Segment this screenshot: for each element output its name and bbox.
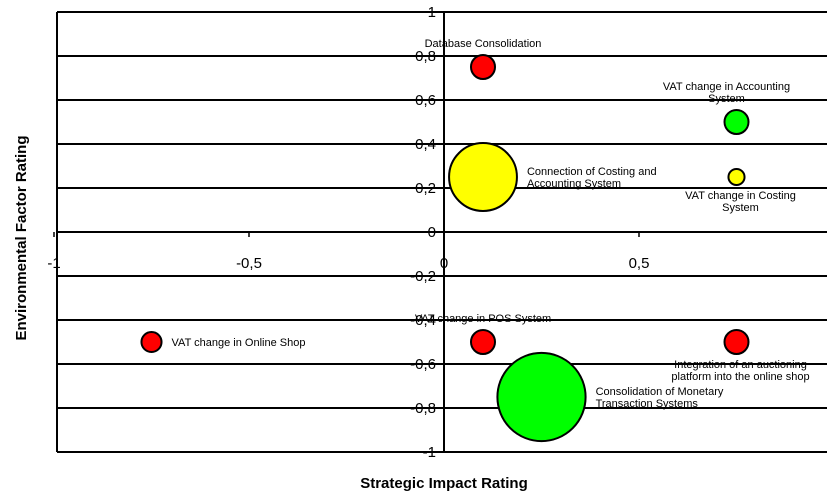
- bubble-label: VAT change in Costing System: [685, 190, 796, 214]
- y-tick-label: 0: [428, 224, 436, 241]
- bubble-label-line: Accounting System: [527, 178, 621, 190]
- y-tick-label: 0,6: [415, 92, 436, 109]
- bubble-label-line: Connection of Costing and: [527, 166, 657, 178]
- bubble-label-line: VAT change in POS System: [415, 313, 551, 325]
- bubble-label: VAT change in Accounting System: [663, 81, 790, 105]
- bubble-label-line: System: [708, 93, 745, 105]
- x-tick-label: -1: [47, 255, 60, 272]
- bubble-label-line: VAT change in Accounting: [663, 81, 790, 93]
- bubble: [723, 329, 750, 355]
- bubble: [723, 109, 750, 135]
- y-tick-label: 0,2: [415, 180, 436, 197]
- bubble-label-line: Database Consolidation: [425, 38, 542, 50]
- bubble-label-line: Transaction Systems: [596, 398, 699, 410]
- bubble: [140, 330, 163, 354]
- x-axis-title: Strategic Impact Rating: [360, 475, 528, 492]
- x-tick-label: -0,5: [236, 255, 262, 272]
- bubble: [448, 142, 518, 212]
- bubble: [727, 167, 746, 187]
- bubble-label: VAT change in POS System: [415, 313, 551, 325]
- y-axis-title: Environmental Factor Rating: [13, 135, 30, 340]
- bubble-label: VAT change in Online Shop: [172, 337, 306, 349]
- axes: [53, 11, 827, 453]
- y-tick-label: -0,6: [410, 356, 436, 373]
- x-tick-label: 0,5: [629, 255, 650, 272]
- bubble-labels: Database Consolidation VAT change in Acco…: [172, 38, 810, 410]
- y-tick-label: 0,4: [415, 136, 436, 153]
- tick-labels: 10,80,60,40,20-0,2-0,4-0,6-0,8-1-1 -0,5 0 0…: [47, 4, 649, 461]
- y-tick-label: -0,8: [410, 400, 436, 417]
- bubble-label-line: Consolidation of Monetary: [596, 386, 724, 398]
- y-tick-label: 1: [428, 4, 436, 21]
- y-tick-label: -0,2: [410, 268, 436, 285]
- bubble-label-line: VAT change in Costing: [685, 190, 796, 202]
- bubble-label-line: Integration of an auctioning: [674, 359, 807, 371]
- bubble-label-line: VAT change in Online Shop: [172, 337, 306, 349]
- bubble-label-line: platform into the online shop: [671, 371, 809, 383]
- y-tick-label: -1: [423, 444, 436, 461]
- bubble-label: Database Consolidation: [425, 38, 542, 50]
- bubble-label: Consolidation of Monetary Transaction Sys…: [596, 386, 724, 410]
- bubble-label-line: System: [722, 202, 759, 214]
- x-tick-label: 0: [440, 255, 448, 272]
- bubbles: [140, 54, 750, 443]
- bubble: [470, 329, 496, 355]
- bubble-label: Connection of Costing and Accounting Syst…: [527, 166, 657, 190]
- y-tick-label: -0,4: [410, 312, 436, 329]
- bubble-label: Integration of an auctioning platform int…: [671, 359, 809, 383]
- y-tick-label: 0,8: [415, 48, 436, 65]
- bubble: [470, 54, 496, 80]
- bubble: [496, 351, 587, 443]
